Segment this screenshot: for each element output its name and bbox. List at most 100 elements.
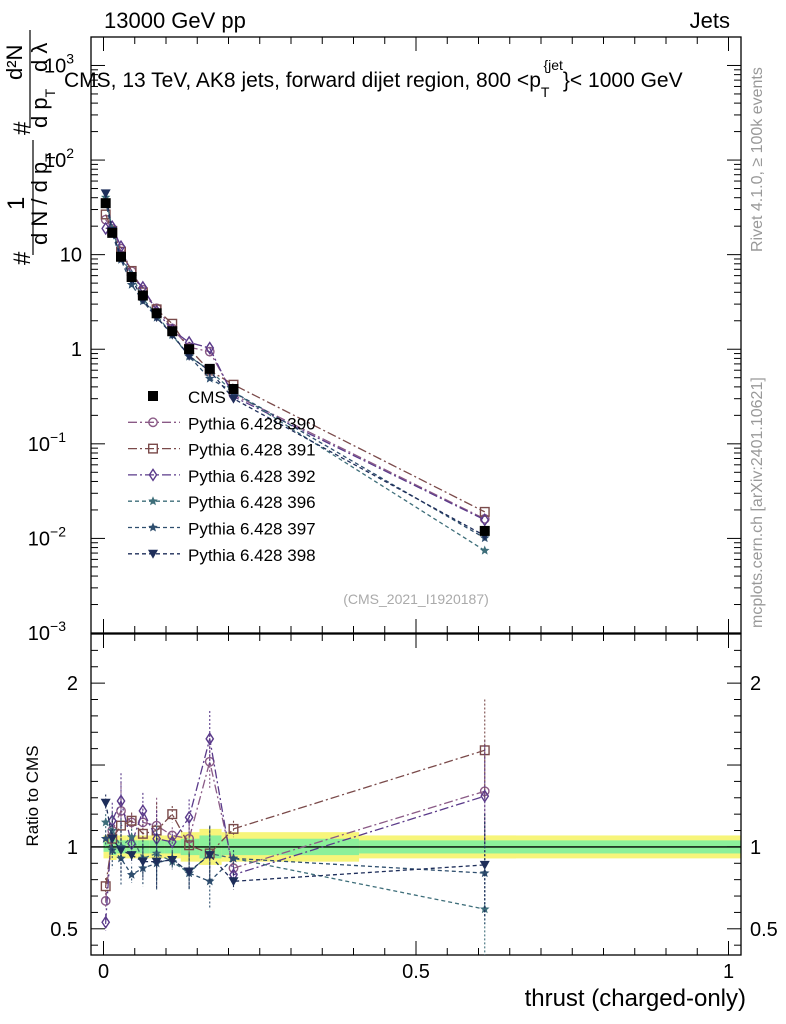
x-tick-label: 0.5: [402, 961, 430, 983]
main-panel-frame: [90, 36, 742, 634]
series-point: [204, 346, 215, 357]
series-ratio-point: [107, 834, 118, 844]
legend-swatch-marker: [148, 391, 158, 401]
series-ratio-line: [105, 749, 485, 887]
cms-data-point: [107, 227, 118, 238]
series-point: [205, 341, 215, 355]
cms-data-point: [126, 272, 137, 283]
legend-label: CMS: [188, 388, 226, 407]
analysis-id-label: (CMS_2021_I1920187): [343, 591, 489, 607]
legend-swatch-marker: [148, 549, 158, 559]
mcplots-source-label: mcplots.cern.ch [arXiv:2401.10621]: [749, 377, 766, 628]
x-tick-label: 1: [723, 961, 734, 983]
svg-text:d λ: d λ: [27, 43, 52, 72]
svg-text:d²N: d²N: [2, 45, 27, 80]
series-ratio-point: [116, 853, 126, 863]
series-point: [479, 506, 490, 517]
legend-swatch-marker: [148, 522, 158, 532]
ratio-y-tick-label-right: 2: [750, 673, 761, 695]
svg-text:#: #: [9, 121, 36, 135]
series-point: [126, 279, 137, 289]
series-ratio-point: [228, 853, 239, 863]
series-2-ratio: [100, 699, 490, 895]
series-5-main: [100, 196, 490, 543]
svg-text:d pT: d pT: [27, 88, 58, 128]
header-category-label: Jets: [690, 8, 730, 33]
main-y-tick-label: 10−3: [28, 618, 66, 645]
cms-data-point: [116, 251, 126, 262]
legend-label: Pythia 6.428 398: [188, 546, 316, 565]
series-ratio-point: [137, 857, 148, 867]
legend-swatch-marker: [148, 496, 158, 506]
series-line: [105, 201, 486, 539]
main-y-tick-label: 1: [71, 339, 82, 361]
series-ratio-point: [479, 860, 490, 870]
series-6-main: [100, 189, 490, 541]
ratio-panel-series: [100, 699, 490, 955]
ratio-y-tick-label: 2: [67, 673, 78, 695]
legend-label: Pythia 6.428 396: [188, 493, 316, 512]
main-y-tick-label: 102: [44, 145, 74, 172]
svg-text:d N / d pT: d N / d pT: [27, 153, 58, 245]
main-y-tick-label: 10−2: [28, 523, 66, 550]
series-ratio-point: [184, 810, 194, 825]
series-ratio-point: [184, 867, 195, 877]
series-ratio-point: [167, 856, 178, 866]
ratio-panel-frame: [90, 633, 742, 956]
series-ratio-point: [126, 832, 137, 842]
legend-swatch-marker: [147, 443, 158, 454]
main-y-axis-label: # 1 d N / d pT # d²N d pT d λ: [2, 30, 58, 265]
series-point: [100, 189, 111, 199]
ratio-y-tick-label-right: 0.5: [750, 919, 778, 941]
series-ratio-point: [167, 809, 178, 820]
series-ratio-point: [100, 881, 111, 892]
series-ratio-line: [105, 738, 485, 923]
legend-label: Pythia 6.428 391: [188, 441, 316, 460]
series-ratio-point: [205, 732, 215, 746]
series-ratio-point: [116, 794, 126, 808]
series-ratio-point: [100, 896, 111, 906]
series-ratio-line: [105, 761, 485, 902]
cms-data-point: [184, 344, 195, 355]
ratio-y-tick-label: 1: [67, 837, 78, 859]
series-line: [105, 219, 486, 520]
plot-title: CMS, 13 TeV, AK8 jets, forward dijet reg…: [64, 57, 683, 100]
main-y-tick-label: 10−1: [28, 429, 66, 456]
series-ratio-point: [101, 915, 111, 930]
series-point: [228, 394, 239, 404]
cms-data-point: [137, 290, 148, 301]
cms-data-point: [228, 383, 239, 394]
ratio-y-axis-label: Ratio to CMS: [23, 745, 42, 846]
svg-text:1: 1: [3, 197, 30, 210]
cms-data-point: [479, 525, 490, 536]
series-ratio-point: [228, 823, 239, 834]
series-ratio-point: [480, 789, 490, 803]
x-tick-label: 0: [98, 961, 109, 983]
ratio-y-tick-label: 0.5: [50, 919, 78, 941]
series-ratio-point: [204, 756, 215, 767]
legend-swatch-marker: [148, 417, 158, 428]
series-ratio-line: [105, 802, 485, 882]
series-point: [479, 545, 490, 555]
series-ratio-line: [105, 821, 485, 910]
series-point: [480, 513, 490, 527]
cms-data-point: [151, 308, 162, 319]
series-ratio-point: [204, 851, 215, 861]
main-y-tick-label: 103: [44, 50, 74, 77]
series-ratio-point: [479, 868, 490, 878]
x-axis-label: thrust (charged-only): [525, 985, 746, 1012]
legend-label: Pythia 6.428 397: [188, 520, 316, 539]
series-ratio-point: [100, 817, 111, 827]
main-y-tick-label: 10: [60, 245, 82, 267]
series-ratio-point: [167, 835, 177, 849]
series-1-ratio: [100, 733, 490, 910]
series-ratio-point: [138, 804, 148, 818]
series-point: [204, 373, 215, 383]
series-ratio-point: [126, 851, 137, 861]
svg-text:#: #: [9, 251, 36, 265]
series-ratio-point: [151, 857, 162, 867]
legend: CMS Pythia 6.428 390 Pythia 6.428 391 Pythi…: [128, 388, 316, 565]
cms-data-point: [100, 198, 111, 209]
